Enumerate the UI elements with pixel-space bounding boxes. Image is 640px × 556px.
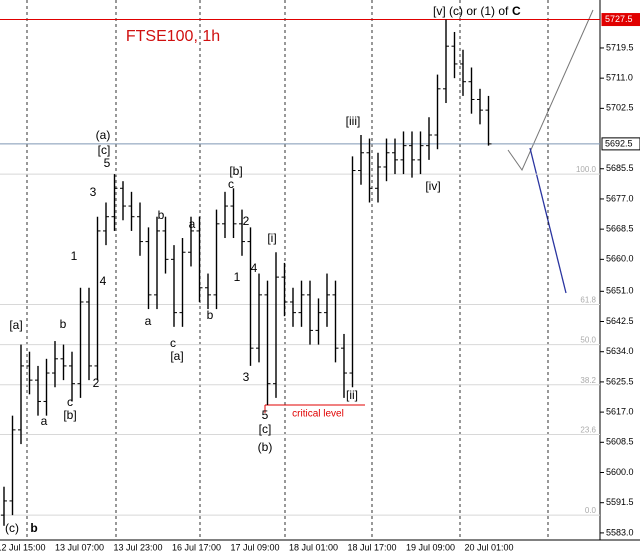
chart-title: FTSE100, 1h [126,28,220,45]
wave-label: 3 [243,370,250,384]
wave-label: a [145,314,152,328]
y-tick-label: 5617.0 [606,406,634,416]
y-tick-label: 5634.0 [606,346,634,356]
x-tick-label: 13 Jul 07:00 [55,542,104,552]
fib-label: 50.0 [580,336,596,345]
wave-label: (a) [96,128,111,142]
fib-label: 0.0 [585,506,597,515]
wave-label: a [189,217,196,231]
wave-label: 5 [104,156,111,170]
wave-label: 4 [100,274,107,288]
x-tick-label: 18 Jul 17:00 [347,542,396,552]
y-tick-label: 5591.5 [606,497,634,507]
y-tick-label: 5651.0 [606,286,634,296]
wave-label: [ii] [346,388,358,402]
wave-label: [c] [98,143,111,157]
wave-label: [b] [63,408,76,422]
y-tick-label: 5625.5 [606,376,634,386]
y-tick-label: 5711.0 [606,73,633,83]
x-tick-label: 12 Jul 15:00 [0,542,46,552]
x-tick-label: 17 Jul 09:00 [230,542,279,552]
wave-label: 4 [251,261,258,275]
fib-label: 23.6 [580,426,596,435]
critical-level-label: critical level [292,409,344,420]
y-tick-label: 5600.0 [606,467,634,477]
wave-label: [v] (c) or (1) of [433,4,509,18]
fib-label: 38.2 [580,376,596,385]
wave-label: [iii] [346,114,361,128]
wave-label: c [228,177,234,191]
y-tick-label: 5719.5 [606,42,634,52]
price-marker-label: 5692.5 [605,138,633,148]
wave-label: b [30,521,37,535]
wave-label: C [512,4,521,18]
wave-label: b [60,317,67,331]
y-tick-label: 5677.0 [606,193,634,203]
wave-label: c [170,336,176,350]
wave-label: b [207,308,214,322]
wave-label: [a] [170,349,183,363]
wave-label: 3 [90,185,97,199]
wave-label: [a] [9,318,22,332]
projection-up [507,9,594,172]
fib-label: 100.0 [576,165,597,174]
price-marker [601,137,640,151]
y-tick-label: 5583.0 [606,527,634,537]
x-tick-label: 19 Jul 09:00 [406,542,455,552]
y-tick-label: 5642.5 [606,316,634,326]
x-tick-label: 13 Jul 23:00 [113,542,162,552]
projection-down [529,147,567,294]
y-tick-label: 5702.5 [606,103,634,113]
wave-label: 2 [93,376,100,390]
wave-label: b [158,208,165,222]
y-tick-label: 5668.5 [606,224,634,234]
wave-label: [i] [267,231,276,245]
wave-label: 2 [243,214,250,228]
x-tick-label: 18 Jul 01:00 [289,542,338,552]
y-tick-label: 5660.0 [606,254,634,264]
wave-label: [c] [259,422,272,436]
x-tick-label: 20 Jul 01:00 [464,542,513,552]
wave-label: 5 [262,408,269,422]
wave-label: (b) [258,440,273,454]
wave-label: 1 [71,249,78,263]
y-tick-label: 5685.5 [606,163,634,173]
x-tick-label: 16 Jul 17:00 [172,542,221,552]
y-tick-label: 5608.5 [606,437,634,447]
wave-label: [b] [229,164,242,178]
wave-label: a [41,414,48,428]
wave-label: c [67,395,73,409]
wave-label: [iv] [425,179,440,193]
wave-label: 1 [234,270,241,284]
fib-label: 61.8 [580,296,596,305]
wave-label: (c) [5,521,19,535]
price-marker [601,13,640,27]
price-marker-label: 5727.5 [605,14,633,24]
